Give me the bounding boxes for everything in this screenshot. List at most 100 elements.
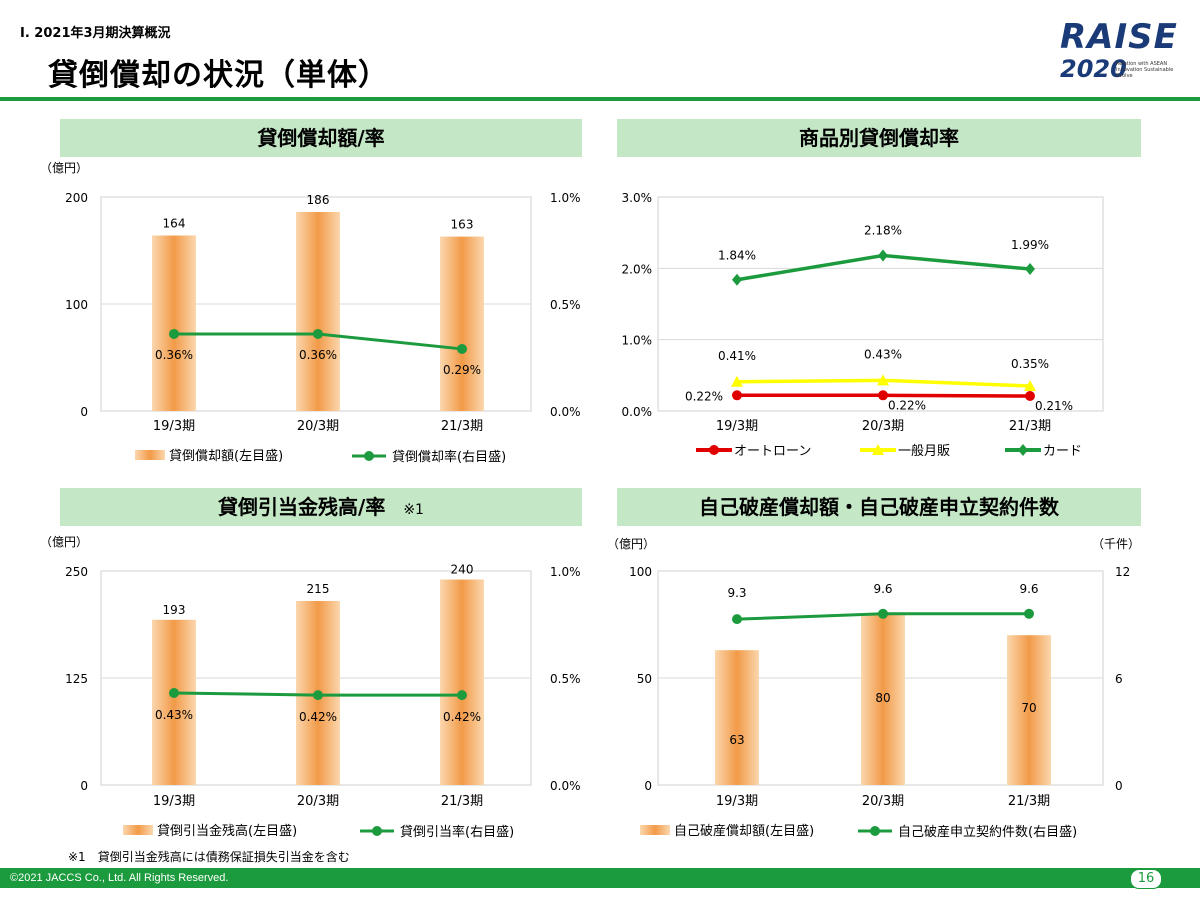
- c3-bar-label: 240: [451, 563, 474, 577]
- c3-right-tick-label: 0.5%: [550, 672, 581, 686]
- c2-data-label: 0.41%: [718, 349, 756, 363]
- c4-legend-line-marker: [870, 826, 880, 836]
- c2-point: [732, 273, 742, 286]
- c1-legend-line-label: 貸倒償却率(右目盛): [392, 449, 506, 465]
- c1-right-tick-label: 0.5%: [550, 298, 581, 312]
- c2-point: [878, 249, 888, 262]
- panel-title-writeoff: 貸倒償却額/率: [60, 119, 582, 157]
- c2-data-label: 0.22%: [685, 389, 723, 403]
- panel-title-text: 商品別貸倒償却率: [799, 126, 959, 150]
- c2-data-label: 0.22%: [888, 398, 926, 412]
- c3-bar: [440, 579, 484, 785]
- c4-line-point: [732, 614, 742, 625]
- copyright: ©2021 JACCS Co., Ltd. All Rights Reserve…: [10, 872, 229, 884]
- c3-legend-line-label: 貸倒引当率(右目盛): [400, 824, 514, 840]
- c3-bar-label: 215: [307, 582, 330, 596]
- c1-line-label: 0.29%: [443, 363, 481, 377]
- c1-legend-bar-label: 貸倒償却額(左目盛): [169, 448, 283, 464]
- c1-left-tick-label: 0: [80, 405, 88, 419]
- c3-left-tick-label: 125: [65, 672, 88, 686]
- footer-bar: [0, 868, 1200, 888]
- c2-tick-label: 0.0%: [622, 405, 653, 419]
- c2-legend-label: カード: [1043, 444, 1082, 459]
- c1-right-tick-label: 0.0%: [550, 405, 581, 419]
- c4-bar-label: 80: [875, 691, 890, 705]
- c2-tick-label: 2.0%: [622, 262, 653, 276]
- page-number: 16: [1130, 869, 1162, 889]
- c1-left-tick-label: 100: [65, 298, 88, 312]
- c4-category-label: 19/3期: [716, 794, 758, 809]
- c3-bar: [152, 619, 196, 785]
- c3-legend-line-marker: [372, 826, 382, 836]
- c4-line-point: [878, 608, 888, 619]
- panel-title-text: 貸倒引当金残高/率: [218, 495, 386, 519]
- c4-bar-label: 70: [1021, 701, 1036, 715]
- panel-title-product-rate: 商品別貸倒償却率: [617, 119, 1141, 157]
- c3-line-point: [169, 687, 179, 698]
- c4-legend-bar-swatch: [640, 825, 670, 835]
- c2-point: [1025, 263, 1035, 276]
- c2-plot-area: [657, 196, 1104, 412]
- c4-bar: [1007, 635, 1051, 785]
- c4-category-label: 20/3期: [862, 794, 904, 809]
- page-title: 貸倒償却の状況（単体）: [48, 58, 389, 93]
- c2-category-label: 21/3期: [1009, 419, 1051, 434]
- c3-left-tick-label: 0: [80, 779, 88, 793]
- c4-bar: [861, 613, 905, 785]
- c2-data-label: 0.21%: [1035, 399, 1073, 413]
- c2-data-label: 1.99%: [1011, 238, 1049, 252]
- c2-point: [877, 374, 889, 386]
- c4-left-tick-label: 0: [644, 779, 652, 793]
- c3-line-point: [313, 690, 323, 701]
- c1-line-point: [313, 328, 323, 339]
- c1-legend-line-marker: [364, 451, 374, 461]
- c2-legend-label: オートローン: [734, 444, 811, 459]
- logo-tagline: Relation with ASEAN Innovation Sustainab…: [1116, 61, 1174, 79]
- c4-line-point: [1024, 608, 1034, 619]
- c2-category-label: 19/3期: [716, 419, 758, 434]
- c3-right-tick-label: 0.0%: [550, 779, 581, 793]
- c1-line-point: [169, 328, 179, 339]
- c1-category-label: 19/3期: [153, 419, 195, 434]
- c4-right-tick-label: 0: [1115, 779, 1123, 793]
- c2-point: [731, 375, 743, 387]
- c2-tick-label: 1.0%: [622, 334, 653, 348]
- panel-title-note-mark: ※1: [403, 502, 424, 518]
- c1-left-tick-label: 200: [65, 191, 88, 205]
- c4-line-label: 9.6: [1019, 582, 1038, 596]
- section-subtitle: Ⅰ. 2021年3月期決算概況: [20, 26, 171, 41]
- c4-legend-bar-label: 自己破産償却額(左目盛): [674, 823, 814, 839]
- c2-legend-marker: [709, 445, 719, 455]
- c3-left-unit: （億円）: [40, 535, 88, 549]
- c4-line-label: 9.3: [727, 586, 746, 600]
- c2-data-label: 2.18%: [864, 223, 902, 237]
- logo-year: 2020: [1060, 55, 1127, 83]
- c1-bar: [440, 236, 484, 411]
- c1-category-label: 20/3期: [297, 419, 339, 434]
- panel-title-allowance: 貸倒引当金残高/率 ※1: [60, 488, 582, 526]
- c2-point: [878, 390, 888, 401]
- c1-line-point: [457, 343, 467, 354]
- c4-right-tick-label: 12: [1115, 565, 1130, 579]
- c4-left-tick-label: 50: [637, 672, 652, 686]
- c2-point: [732, 390, 742, 401]
- c1-bar: [152, 235, 196, 411]
- c2-data-label: 0.43%: [864, 347, 902, 361]
- c2-category-label: 20/3期: [862, 419, 904, 434]
- c1-line-label: 0.36%: [299, 348, 337, 362]
- panel-title-bankruptcy: 自己破産償却額・自己破産申立契約件数: [617, 488, 1141, 526]
- raise-2020-logo: RAISE 2020 Relation with ASEAN Innovatio…: [1060, 20, 1185, 90]
- c4-legend-line-label: 自己破産申立契約件数(右目盛): [898, 824, 1077, 840]
- c4-line-label: 9.6: [873, 582, 892, 596]
- c3-line-point: [457, 690, 467, 701]
- c2-legend-marker: [1018, 444, 1028, 456]
- c1-right-tick-label: 1.0%: [550, 191, 581, 205]
- c2-data-label: 1.84%: [718, 249, 756, 263]
- panel-title-text: 貸倒償却額/率: [257, 126, 385, 150]
- header-divider: [0, 97, 1200, 101]
- c3-right-tick-label: 1.0%: [550, 565, 581, 579]
- c4-right-unit: （千件）: [1092, 537, 1140, 551]
- c2-data-label: 0.35%: [1011, 357, 1049, 371]
- c3-category-label: 20/3期: [297, 794, 339, 809]
